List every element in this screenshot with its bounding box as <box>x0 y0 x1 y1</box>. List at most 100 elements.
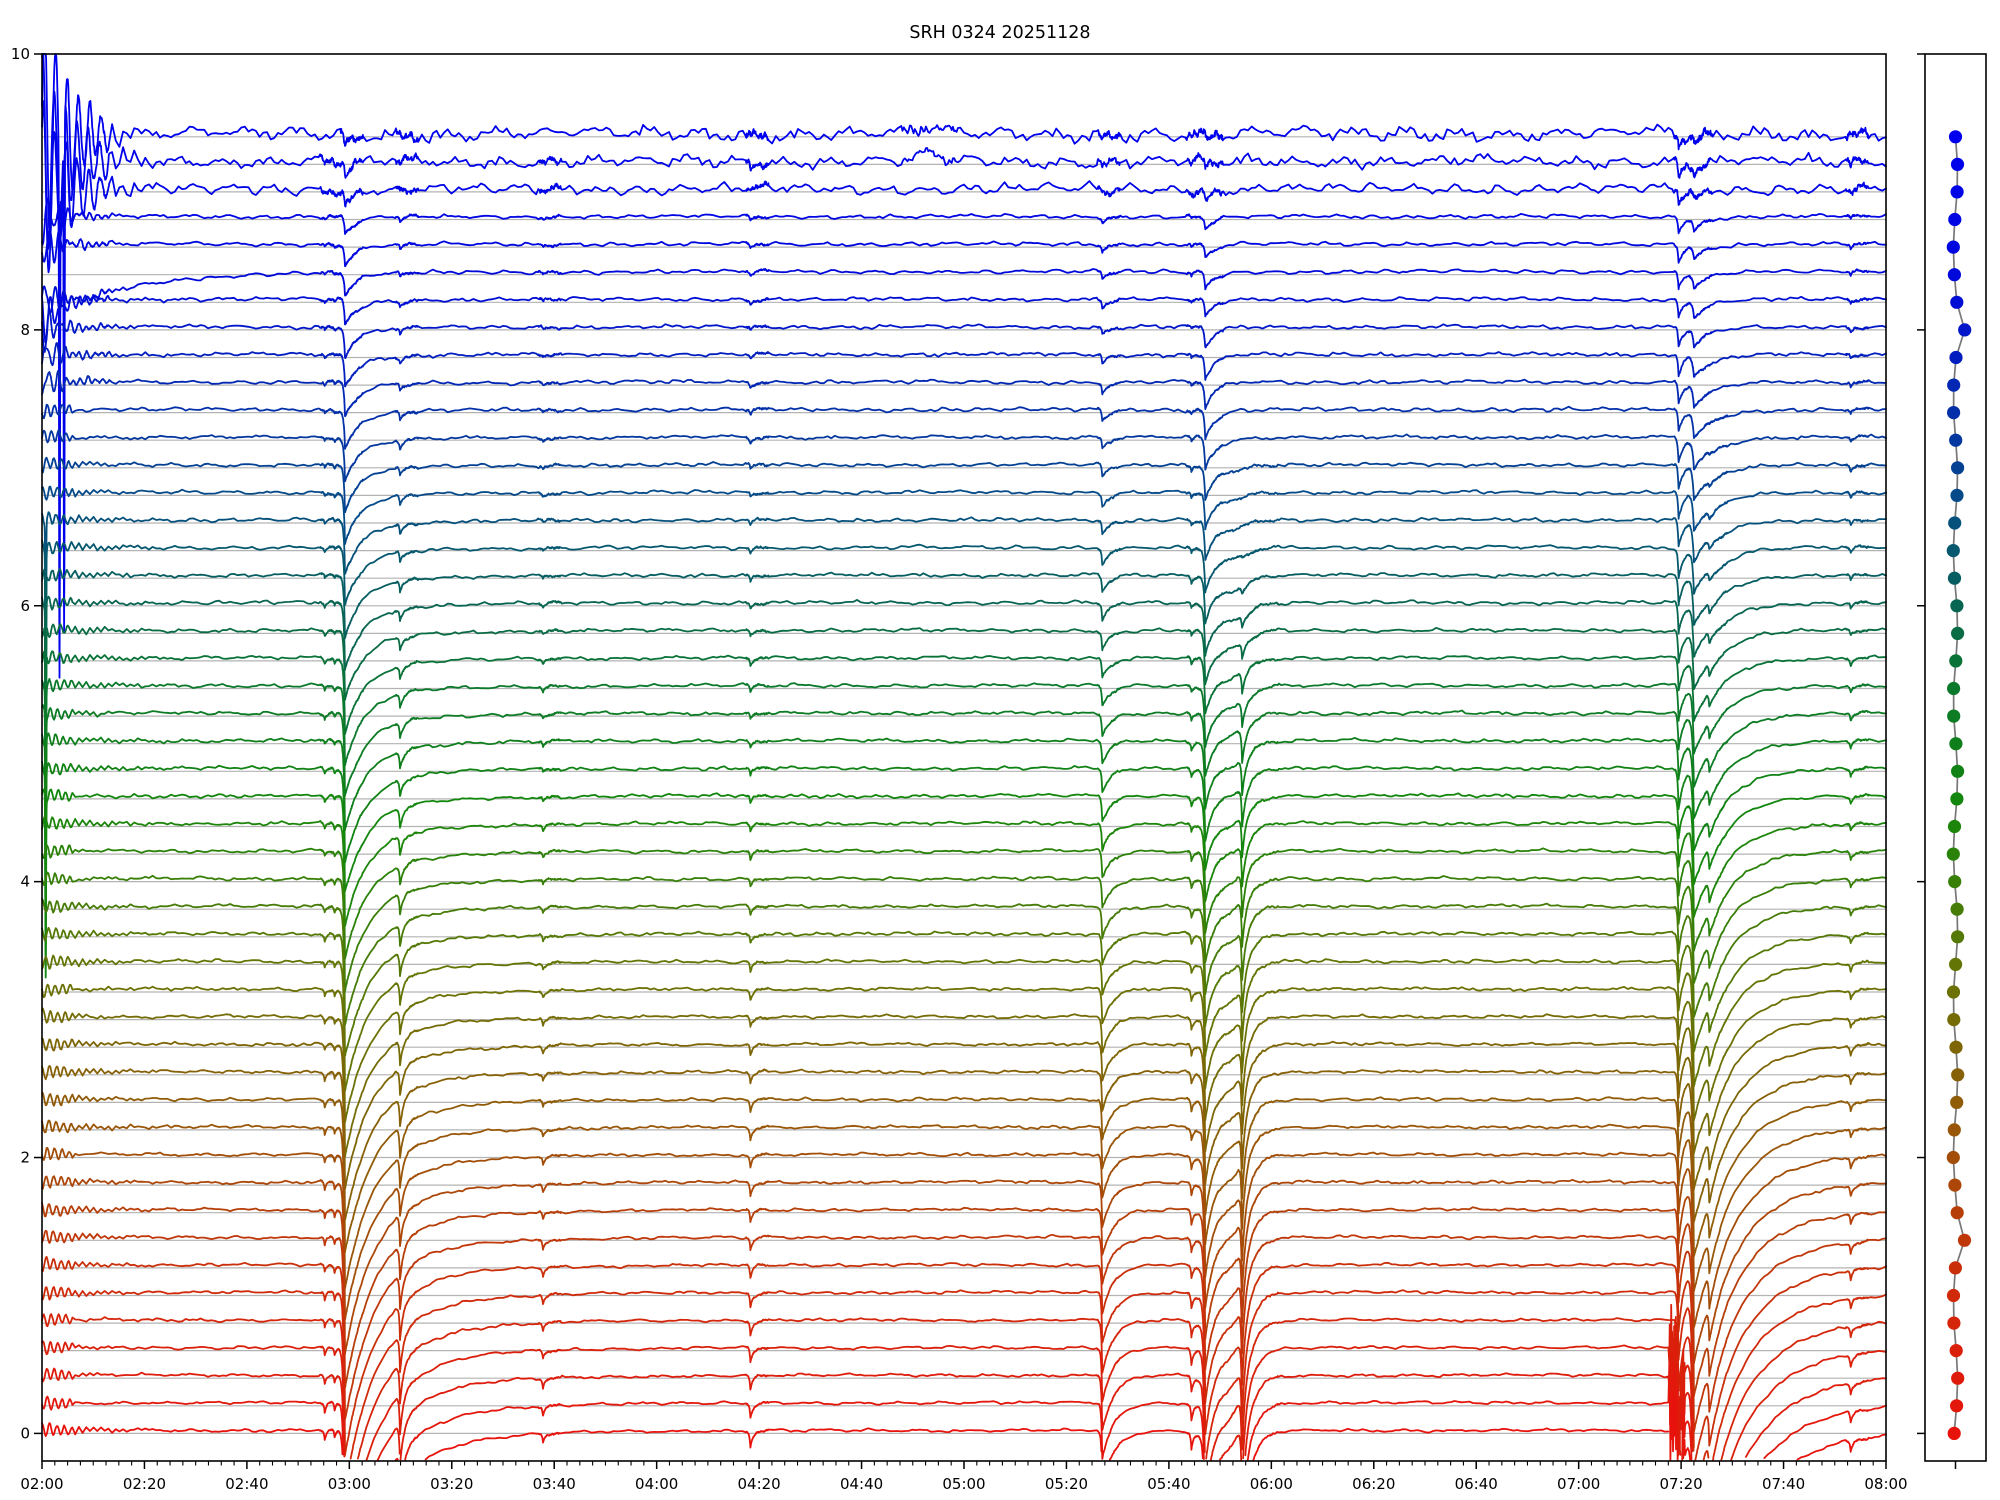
trace-line <box>41 1175 1887 1365</box>
x-tick-label: 02:40 <box>225 1475 268 1493</box>
trace-line <box>41 704 1887 899</box>
trace-line <box>41 197 1887 246</box>
channel-dot <box>1951 626 1965 641</box>
x-tick-label: 07:40 <box>1762 1475 1805 1493</box>
trace-line <box>41 871 1887 992</box>
channel-dot <box>1947 268 1961 282</box>
x-tick-label: 02:20 <box>123 1475 166 1493</box>
trace-line <box>41 370 1887 418</box>
x-tick-label: 04:40 <box>840 1475 883 1493</box>
channel-dot <box>1946 1288 1961 1303</box>
x-tick-label: 04:00 <box>635 1475 678 1493</box>
trace-line <box>41 53 1887 632</box>
x-tick-label: 07:00 <box>1557 1475 1600 1493</box>
y-tick-label: 2 <box>20 1149 30 1167</box>
channel-dot <box>1951 764 1965 778</box>
trace-line <box>41 954 1887 1092</box>
channel-dot <box>1950 488 1964 502</box>
trace-line <box>41 732 1887 924</box>
channel-dot <box>1950 792 1964 806</box>
y-tick-label: 4 <box>20 873 30 891</box>
channel-dots <box>1946 130 1972 1440</box>
channel-dot <box>1951 1371 1965 1385</box>
x-tick-label: 03:00 <box>328 1475 371 1493</box>
trace-line <box>41 897 1887 1026</box>
y-tick-labels: 0 2 4 6 8 10 <box>11 45 30 1442</box>
trace-line <box>41 1303 1887 1462</box>
channel-dot <box>1949 957 1963 972</box>
trace-line <box>41 268 1887 344</box>
y-tick-label: 0 <box>20 1424 30 1442</box>
channel-dot <box>1947 1013 1961 1027</box>
channel-dot <box>1948 130 1963 144</box>
channel-dot <box>1947 1426 1961 1440</box>
channel-dot <box>1950 157 1965 171</box>
y-tick-label: 6 <box>20 597 30 615</box>
channel-dot <box>1947 1316 1961 1330</box>
channel-dot <box>1950 1399 1964 1413</box>
trace-line <box>41 100 1887 274</box>
trace-line <box>41 1007 1887 1158</box>
trace-line <box>41 815 1887 928</box>
x-tick-label: 06:20 <box>1352 1475 1395 1493</box>
y-tick-label: 8 <box>20 321 30 339</box>
x-tick-label: 06:00 <box>1250 1475 1293 1493</box>
main-axes <box>34 53 1887 1469</box>
trace-line <box>41 1037 1887 1191</box>
channel-dot <box>1949 350 1963 365</box>
trace-line <box>41 1286 1887 1462</box>
channel-dot <box>1947 819 1962 834</box>
channel-dot <box>1946 240 1960 254</box>
channel-dot <box>1946 1150 1960 1165</box>
channel-dot <box>1947 1123 1961 1137</box>
channel-dot <box>1951 1068 1965 1082</box>
channel-dot <box>1949 433 1963 447</box>
channel-dot <box>1949 654 1963 668</box>
channel-dot <box>1948 875 1962 889</box>
channel-dot <box>1949 1040 1963 1054</box>
channel-dot <box>1950 1206 1964 1220</box>
trace-line <box>41 1393 1887 1462</box>
channel-dot <box>1946 847 1960 861</box>
trace-line <box>41 1147 1887 1329</box>
trace-line <box>41 678 1887 873</box>
trace-line <box>41 1313 1887 1461</box>
x-tick-label: 05:20 <box>1045 1475 1088 1493</box>
channel-dot <box>1949 1344 1963 1358</box>
trace-line <box>41 983 1887 1123</box>
channel-dot <box>1948 516 1962 530</box>
channel-dot <box>1951 930 1965 944</box>
x-tick-label: 07:20 <box>1659 1475 1702 1493</box>
trace-line <box>41 1255 1887 1462</box>
x-tick-label: 05:40 <box>1147 1475 1190 1493</box>
channel-dot <box>1948 1261 1962 1275</box>
trace-lines <box>41 53 1887 1462</box>
channel-dot <box>1947 406 1961 420</box>
channel-dot <box>1948 212 1962 227</box>
trace-line <box>41 456 1887 514</box>
trace-line <box>41 53 1887 679</box>
trace-line <box>41 342 1887 388</box>
channel-dot <box>1946 544 1960 558</box>
trace-line <box>41 539 1887 734</box>
channel-dot <box>1947 378 1961 392</box>
channel-dot <box>1948 1178 1962 1192</box>
trace-line <box>41 595 1887 786</box>
channel-dot <box>1950 599 1964 613</box>
trace-line <box>41 1229 1887 1433</box>
x-tick-label: 03:40 <box>533 1475 576 1493</box>
trace-line <box>41 844 1887 960</box>
trace-line <box>41 1092 1887 1258</box>
channel-dot <box>1947 709 1961 723</box>
trace-line <box>41 1362 1887 1462</box>
channel-panel <box>1917 53 1987 1469</box>
trace-line <box>41 1202 1887 1398</box>
trace-line <box>41 309 1887 359</box>
x-tick-labels: 02:00 02:20 02:40 03:00 03:20 03:40 04:00 04:20… <box>20 1475 1907 1493</box>
channel-dot <box>1947 681 1961 696</box>
channel-dot <box>1947 571 1962 585</box>
trace-line <box>41 1065 1887 1223</box>
trace-line <box>41 788 1887 979</box>
trace-line <box>41 511 1887 705</box>
